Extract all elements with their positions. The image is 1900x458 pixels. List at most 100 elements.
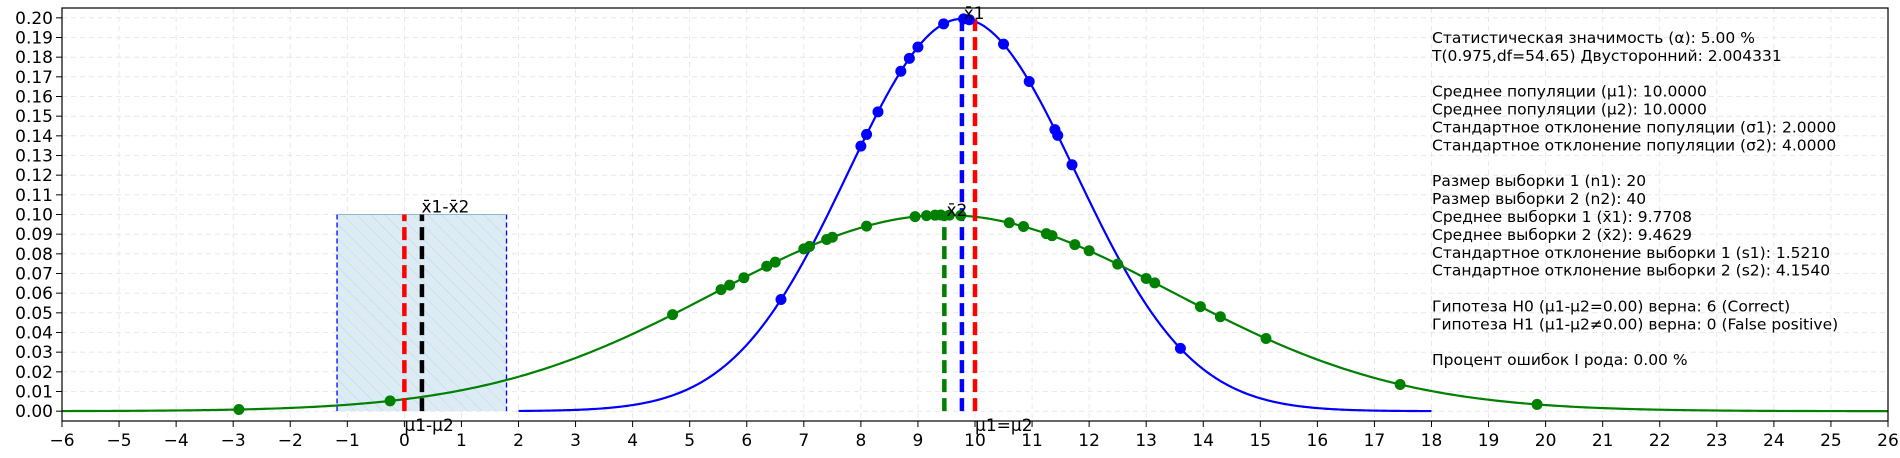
y-tick-label: 0.10 [15, 206, 53, 226]
x-tick-label: 5 [684, 431, 695, 451]
statistics-info-box: Статистическая значимость (α): 5.00 %T(0… [1431, 29, 1838, 369]
sample-point-1 [938, 18, 950, 30]
y-tick-label: 0.17 [15, 68, 53, 88]
info-line: Стандартное отклонение выборки 2 (s2): 4… [1432, 262, 1830, 280]
sample-point-1 [903, 52, 915, 64]
x-tick-label: 22 [1649, 431, 1671, 451]
y-tick-label: 0.01 [15, 383, 53, 403]
y-tick-label: 0.12 [15, 166, 53, 186]
sample-point-1 [1052, 129, 1064, 141]
y-tick-label: 0.16 [15, 88, 53, 108]
x-tick-label: 26 [1877, 431, 1899, 451]
sample-point-2 [1083, 245, 1095, 257]
annotation-label: x̄2 [946, 201, 967, 221]
sample-point-1 [855, 140, 867, 152]
sample-point-2 [1149, 277, 1161, 289]
x-tick-label: 14 [1192, 431, 1214, 451]
x-tick-label: 0 [399, 431, 410, 451]
y-tick-label: 0.14 [15, 127, 53, 147]
sample-point-1 [1023, 75, 1035, 87]
x-tick-label: 9 [913, 431, 924, 451]
y-tick-label: 0.20 [15, 9, 53, 29]
sample-point-2 [804, 240, 816, 252]
info-line: Размер выборки 2 (n2): 40 [1432, 190, 1646, 208]
sample-point-2 [715, 284, 727, 296]
x-tick-label: 20 [1535, 431, 1557, 451]
info-line: Среднее популяции (μ1): 10.0000 [1432, 83, 1707, 101]
y-tick-label: 0.13 [15, 147, 53, 167]
sample-point-2 [233, 404, 245, 416]
sample-point-2 [667, 309, 679, 321]
x-tick-label: 18 [1421, 431, 1443, 451]
y-tick-label: 0.15 [15, 107, 53, 127]
y-tick-label: 0.11 [15, 186, 53, 206]
sample-point-1 [895, 65, 907, 77]
x-tick-label: −3 [221, 431, 246, 451]
sample-point-1 [963, 14, 975, 26]
x-tick-label: −4 [164, 431, 189, 451]
sample-point-2 [384, 395, 396, 407]
info-line: Среднее выборки 1 (x̄1): 9.7708 [1432, 208, 1692, 226]
info-line: Стандартное отклонение популяции (σ1): 2… [1432, 119, 1836, 137]
x-tick-label: 23 [1706, 431, 1728, 451]
y-tick-label: 0.03 [15, 343, 53, 363]
sample-point-1 [1174, 342, 1186, 354]
x-tick-label: 25 [1820, 431, 1842, 451]
sample-point-2 [935, 209, 947, 221]
sample-point-2 [1394, 378, 1406, 390]
sample-point-1 [872, 106, 884, 118]
sample-point-2 [769, 256, 781, 268]
info-line: Среднее выборки 2 (x̄2): 9.4629 [1432, 226, 1692, 244]
sample-point-2 [1112, 258, 1124, 270]
x-tick-label: 2 [513, 431, 524, 451]
sample-point-2 [761, 260, 773, 272]
sample-point-2 [1069, 239, 1081, 251]
sample-point-2 [861, 220, 873, 232]
x-tick-label: 13 [1135, 431, 1157, 451]
x-tick-label: 7 [798, 431, 809, 451]
x-tick-label: 12 [1078, 431, 1100, 451]
x-tick-label: −2 [278, 431, 303, 451]
info-line: Процент ошибок I рода: 0.00 % [1432, 351, 1688, 369]
sample-point-1 [775, 294, 787, 306]
x-tick-label: 21 [1592, 431, 1614, 451]
sample-point-2 [909, 211, 921, 223]
x-tick-label: −6 [49, 431, 74, 451]
sample-point-2 [1531, 398, 1543, 410]
info-line: Гипотеза H1 (μ1-μ2≠0.00) верна: 0 (False… [1432, 315, 1838, 333]
sample-point-2 [1018, 220, 1030, 232]
y-tick-label: 0.06 [15, 284, 53, 304]
y-tick-label: 0.04 [15, 324, 53, 344]
x-tick-label: 6 [741, 431, 752, 451]
sample-point-1 [1066, 159, 1078, 171]
info-line: Стандартное отклонение выборки 1 (s1): 1… [1432, 244, 1830, 262]
x-tick-label: 10 [964, 431, 986, 451]
y-tick-label: 0.07 [15, 265, 53, 285]
y-tick-label: 0.18 [15, 48, 53, 68]
info-line: Среднее популяции (μ2): 10.0000 [1432, 101, 1707, 119]
sample-point-2 [1214, 311, 1226, 323]
sample-point-2 [1194, 301, 1206, 313]
x-tick-label: 3 [570, 431, 581, 451]
x-tick-label: −1 [335, 431, 360, 451]
sample-point-2 [955, 210, 967, 222]
sample-point-2 [826, 231, 838, 243]
x-tick-label: 4 [627, 431, 638, 451]
x-tick-label: 17 [1364, 431, 1386, 451]
sample-point-1 [912, 41, 924, 53]
x-tick-label: 1 [456, 431, 467, 451]
annotation-label: x̄1 [964, 4, 985, 24]
x-tick-label: 24 [1763, 431, 1785, 451]
sample-point-2 [1140, 272, 1152, 284]
y-tick-label: 0.00 [15, 402, 53, 422]
sample-point-2 [1260, 333, 1272, 345]
sample-point-1 [998, 38, 1010, 50]
y-tick-label: 0.08 [15, 245, 53, 265]
info-line: T(0.975,df=54.65) Двусторонний: 2.004331 [1431, 47, 1782, 65]
info-line: Стандартное отклонение популяции (σ2): 4… [1432, 136, 1836, 154]
y-tick-label: 0.19 [15, 29, 53, 49]
x-tick-label: 16 [1307, 431, 1329, 451]
sample-point-2 [920, 210, 932, 222]
sample-point-2 [724, 279, 736, 291]
